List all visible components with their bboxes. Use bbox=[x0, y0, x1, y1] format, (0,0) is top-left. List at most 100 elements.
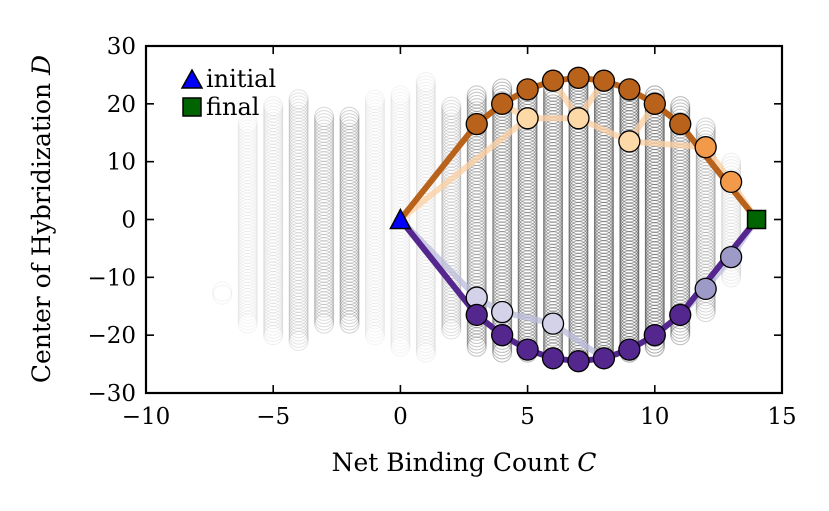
x-tick-label: 10 bbox=[640, 404, 669, 430]
background-point bbox=[466, 164, 487, 186]
background-point bbox=[364, 185, 386, 206]
background-point bbox=[415, 339, 436, 360]
background-point bbox=[568, 205, 589, 226]
background-point bbox=[492, 186, 513, 207]
background-point bbox=[364, 137, 386, 158]
background-point bbox=[593, 214, 614, 235]
background-point bbox=[466, 174, 487, 195]
orange-path-point bbox=[669, 112, 692, 136]
background-point bbox=[263, 306, 284, 327]
background-point bbox=[288, 152, 309, 173]
background-point bbox=[670, 280, 691, 301]
legend: initial final bbox=[180, 65, 276, 121]
background-point bbox=[237, 275, 258, 296]
background-point bbox=[492, 164, 513, 185]
background-point bbox=[568, 135, 589, 156]
orange-path-light-point bbox=[694, 136, 717, 159]
background-point bbox=[237, 237, 258, 258]
background-point bbox=[670, 277, 691, 298]
background-point bbox=[542, 288, 564, 309]
background-point bbox=[314, 113, 335, 134]
background-point bbox=[466, 247, 487, 268]
background-point bbox=[314, 164, 335, 185]
background-point bbox=[288, 248, 309, 269]
background-point bbox=[237, 189, 258, 210]
background-point bbox=[593, 151, 614, 172]
background-point bbox=[263, 121, 284, 142]
background-point bbox=[441, 201, 462, 222]
background-point bbox=[517, 192, 538, 214]
background-point bbox=[568, 230, 589, 251]
background-point bbox=[390, 285, 411, 306]
background-point bbox=[314, 234, 335, 255]
background-point bbox=[542, 103, 564, 125]
background-point bbox=[670, 258, 691, 279]
background-point bbox=[466, 209, 487, 230]
background-point bbox=[288, 146, 309, 167]
background-point bbox=[644, 145, 665, 166]
background-point bbox=[415, 304, 436, 325]
background-point bbox=[288, 206, 309, 227]
background-point bbox=[593, 182, 614, 203]
background-point bbox=[364, 226, 386, 247]
background-point bbox=[441, 144, 462, 165]
background-point bbox=[441, 214, 462, 235]
background-point bbox=[314, 230, 335, 251]
background-point bbox=[492, 221, 513, 242]
background-point bbox=[492, 145, 513, 166]
background-point bbox=[314, 281, 335, 302]
background-point bbox=[619, 237, 640, 258]
background-point bbox=[288, 314, 309, 336]
background-point bbox=[542, 259, 564, 280]
background-point bbox=[339, 214, 360, 236]
background-point bbox=[466, 184, 487, 205]
background-point bbox=[644, 120, 665, 141]
background-point bbox=[263, 153, 284, 174]
background-point bbox=[619, 256, 640, 277]
background-point bbox=[364, 99, 386, 120]
background-point bbox=[568, 316, 589, 337]
background-point bbox=[364, 115, 386, 136]
background-point bbox=[390, 301, 411, 322]
background-point bbox=[364, 280, 386, 301]
background-point bbox=[695, 232, 716, 253]
background-point bbox=[288, 216, 309, 237]
background-point bbox=[314, 195, 335, 216]
background-point bbox=[695, 168, 716, 189]
background-point bbox=[644, 228, 665, 249]
background-point bbox=[263, 318, 284, 339]
background-point bbox=[517, 266, 538, 287]
background-point bbox=[263, 166, 284, 187]
background-point bbox=[339, 138, 360, 159]
background-point bbox=[517, 237, 538, 258]
background-point bbox=[288, 159, 309, 180]
background-point bbox=[314, 135, 335, 156]
background-point bbox=[339, 122, 360, 143]
background-point bbox=[288, 194, 309, 215]
background-point bbox=[339, 176, 360, 197]
x-tick-label: 5 bbox=[520, 404, 535, 430]
background-point bbox=[288, 232, 309, 253]
background-point bbox=[364, 140, 386, 161]
background-point bbox=[593, 310, 614, 331]
background-point bbox=[415, 259, 436, 280]
background-point bbox=[288, 187, 309, 208]
background-point bbox=[568, 198, 589, 219]
background-point bbox=[288, 89, 309, 110]
background-point bbox=[364, 321, 386, 343]
background-point bbox=[364, 216, 386, 238]
background-point bbox=[517, 218, 538, 239]
background-point bbox=[721, 210, 742, 231]
background-point bbox=[263, 236, 284, 257]
background-point bbox=[721, 206, 742, 227]
background-point bbox=[542, 243, 564, 264]
background-point bbox=[364, 134, 386, 155]
background-point bbox=[314, 291, 335, 312]
background-point bbox=[390, 263, 411, 284]
background-point bbox=[542, 215, 564, 236]
background-point bbox=[415, 103, 436, 125]
orange-path-point bbox=[541, 69, 565, 92]
background-point bbox=[339, 256, 360, 277]
background-point bbox=[364, 131, 386, 152]
background-point bbox=[517, 221, 538, 242]
